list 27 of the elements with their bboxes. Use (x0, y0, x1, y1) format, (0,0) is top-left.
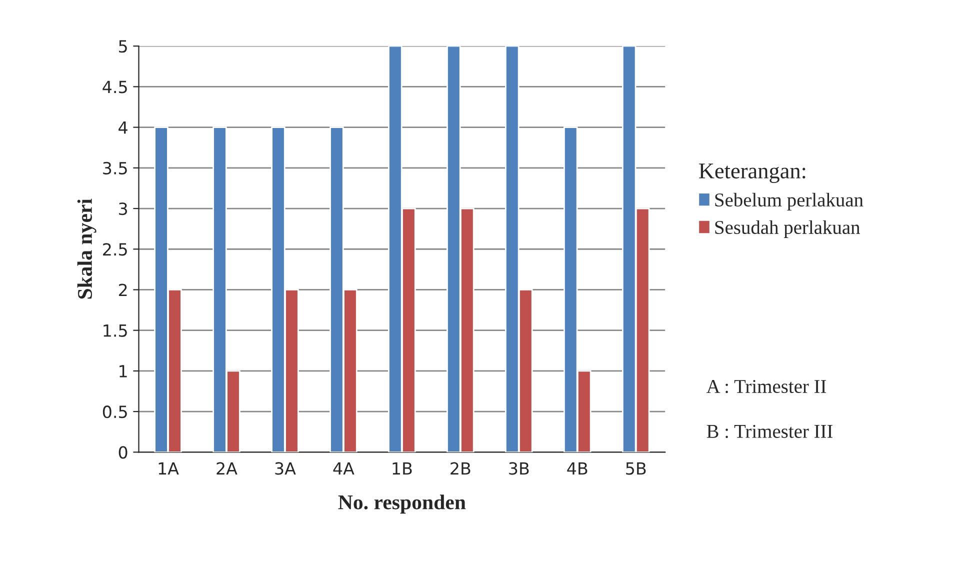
x-tick-label: 4B (567, 462, 588, 475)
y-tick-label: 4.5 (102, 80, 127, 94)
text: A : Trimester II (706, 380, 826, 394)
legend-label: Sebelum perlakuan (715, 192, 864, 210)
y-tick-label: 0.5 (102, 406, 127, 418)
legend-label: Sesudah perlakuan (715, 220, 860, 238)
x-tick-label: 5B (626, 462, 646, 475)
y-tick-label: 2.5 (103, 243, 127, 256)
y-tick-label: 4 (118, 121, 128, 134)
y-tick-label: 1 (120, 365, 127, 378)
x-tick-label: 4A (333, 462, 354, 475)
y-tick-label: 3 (119, 202, 128, 216)
x-tick-label: 2A (216, 462, 238, 475)
y-tick-label: 2 (118, 284, 127, 296)
x-tick-label: 3A (275, 462, 296, 475)
y-axis-title: Skala nyeri (77, 198, 96, 299)
y-tick-label: 1.5 (104, 324, 127, 337)
y-tick-label: 3.5 (103, 162, 127, 174)
x-tick-label: 3B (509, 462, 529, 475)
x-axis-title: No. responden (338, 494, 466, 514)
x-tick-label: 2B (450, 462, 470, 475)
x-tick-label: 1A (158, 462, 179, 475)
legend-title: Keterangan: (699, 164, 806, 184)
y-tick-label: 0 (118, 446, 128, 459)
x-tick-label: 1B (392, 462, 412, 475)
text: B : Trimester III (706, 424, 833, 438)
y-tick-label: 5 (119, 40, 127, 53)
